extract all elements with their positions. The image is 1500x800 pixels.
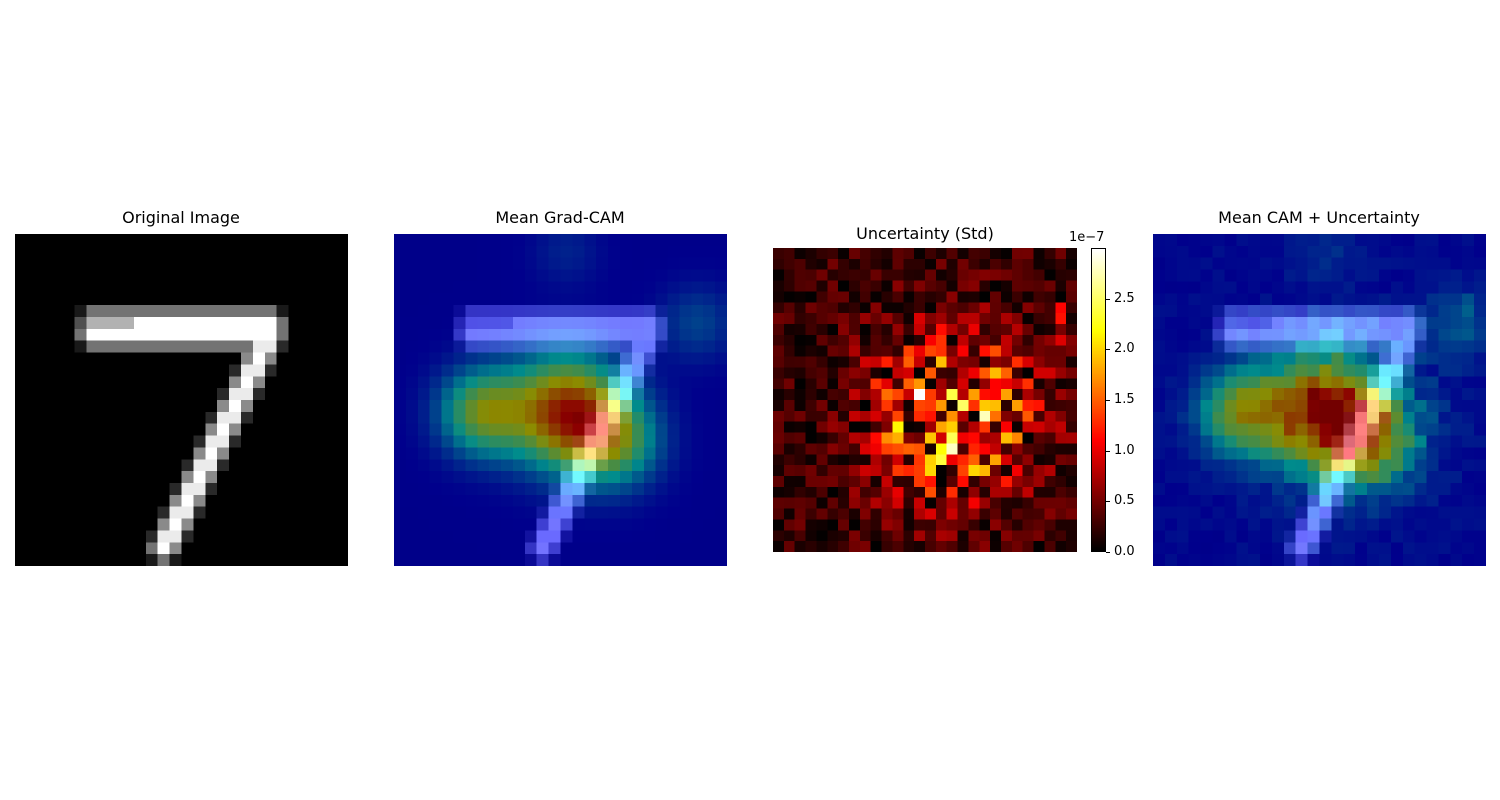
colorbar-tick-label: 2.5	[1114, 290, 1135, 306]
uncertainty-heatmap	[773, 248, 1077, 552]
colorbar-tick-mark	[1106, 298, 1110, 300]
colorbar-tick-mark	[1106, 552, 1110, 553]
colorbar-tick-label: 1.0	[1114, 442, 1135, 458]
colorbar-tick-mark	[1106, 450, 1110, 452]
colorbar-multiplier: 1e−7	[1069, 230, 1105, 245]
colorbar-tick-mark	[1106, 400, 1110, 401]
colorbar-gradient	[1091, 248, 1106, 552]
mean-gradcam-heatmap	[394, 234, 727, 566]
colorbar-tick-label: 0.5	[1114, 493, 1135, 509]
panel-title-original: Original Image	[122, 208, 240, 227]
colorbar-tick-mark	[1106, 501, 1110, 503]
colorbar-tick-label: 1.5	[1114, 392, 1135, 407]
colorbar-tick-mark	[1106, 349, 1110, 351]
panel-title-cam-uncertainty: Mean CAM + Uncertainty	[1218, 208, 1420, 227]
cam-uncertainty-heatmap	[1153, 234, 1486, 566]
original-image-heatmap	[15, 234, 348, 566]
colorbar	[1091, 248, 1106, 552]
colorbar-tick-label: 0.0	[1114, 544, 1135, 559]
panel-title-uncertainty: Uncertainty (Std)	[856, 224, 994, 243]
colorbar-tick-label: 2.0	[1114, 341, 1135, 357]
panel-title-mean-gradcam: Mean Grad-CAM	[495, 208, 625, 227]
